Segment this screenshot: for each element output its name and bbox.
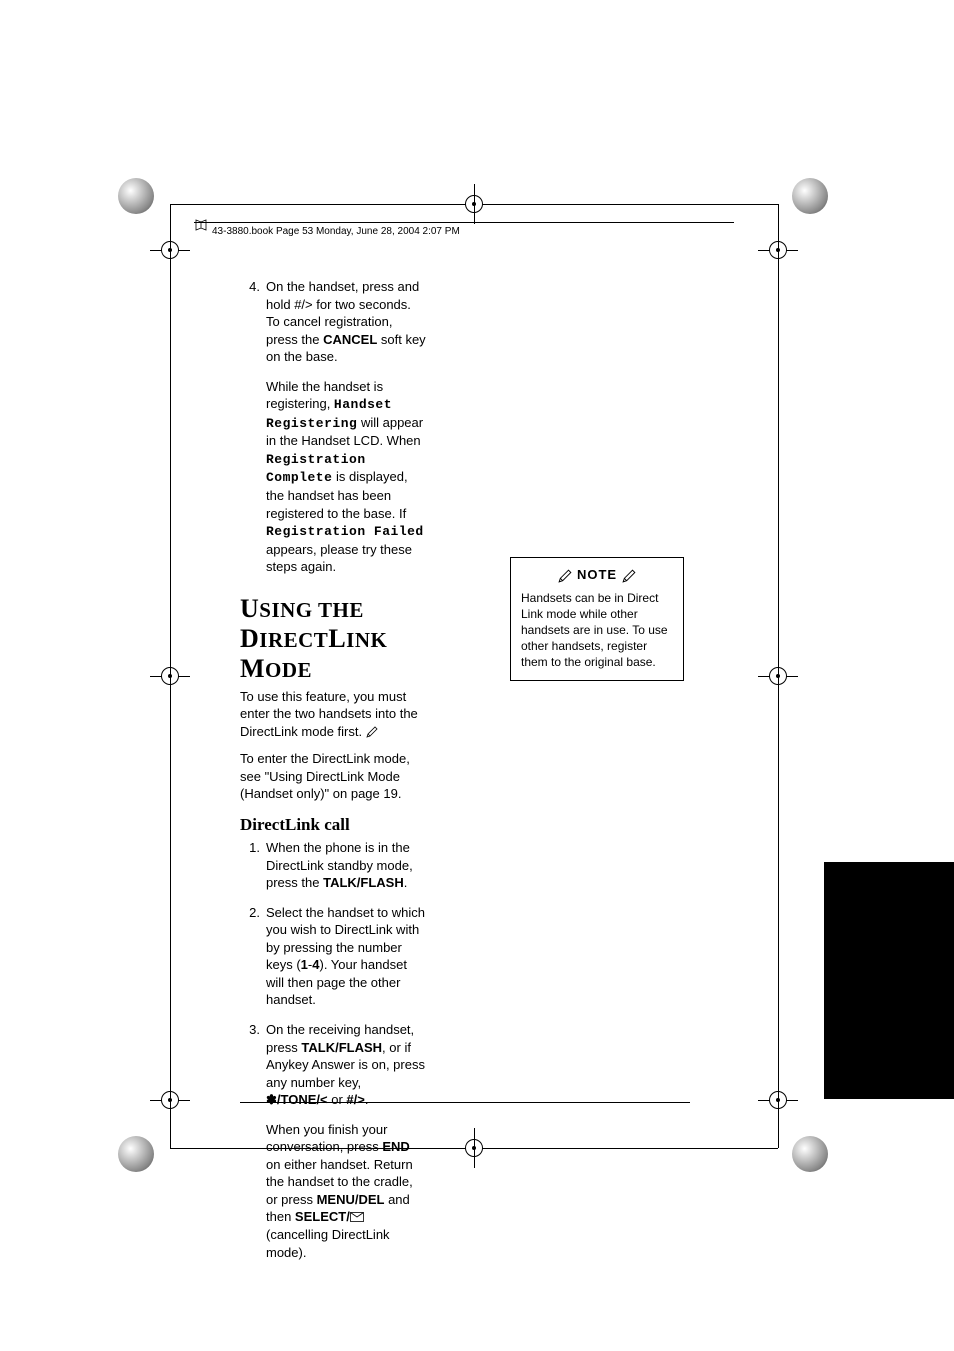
hash-key: #/> xyxy=(346,1092,364,1107)
crosshair-bot-right xyxy=(758,1080,798,1120)
envelope-icon xyxy=(350,1212,364,1222)
step-num: 2. xyxy=(240,904,260,1009)
text: INK xyxy=(346,628,387,652)
main-content: 4. On the handset, press and hold #/> fo… xyxy=(240,278,680,1273)
crosshair-top-center xyxy=(454,184,494,224)
text: IRECT xyxy=(259,628,328,652)
step-4: 4. On the handset, press and hold #/> fo… xyxy=(240,278,426,576)
text: ODE xyxy=(265,658,312,682)
select-key: SELECT/ xyxy=(295,1209,350,1224)
sphere-bot-right xyxy=(792,1136,828,1172)
cancel-key: CANCEL xyxy=(323,332,377,347)
step3-para1: On the receiving handset, press TALK/FLA… xyxy=(266,1021,426,1109)
star-key: ✽ xyxy=(266,1092,277,1107)
intro-para-1: To use this feature, you must enter the … xyxy=(240,688,426,741)
header-rule xyxy=(194,222,734,223)
step4-para2: While the handset is registering, Handse… xyxy=(266,378,426,576)
step-body: When the phone is in the DirectLink stan… xyxy=(266,839,426,892)
sphere-top-right xyxy=(792,178,828,214)
step-body: On the receiving handset, press TALK/FLA… xyxy=(266,1021,426,1261)
text: . xyxy=(404,875,408,890)
sphere-bot-left xyxy=(118,1136,154,1172)
crosshair-top-right xyxy=(758,230,798,270)
left-column: 4. On the handset, press and hold #/> fo… xyxy=(240,278,426,1261)
subsection-title: DirectLink call xyxy=(240,815,426,835)
text: (cancelling DirectLink mode). xyxy=(266,1227,390,1260)
sphere-top-left xyxy=(118,178,154,214)
footer-rule xyxy=(240,1102,690,1103)
dl-step-1: 1. When the phone is in the DirectLink s… xyxy=(240,839,426,892)
cap: M xyxy=(240,654,265,683)
intro-para-2: To enter the DirectLink mode, see "Using… xyxy=(240,750,426,803)
book-icon xyxy=(194,218,208,232)
lcd-text: Registration Failed xyxy=(266,524,424,539)
dl-step-3: 3. On the receiving handset, press TALK/… xyxy=(240,1021,426,1261)
step4-para1: On the handset, press and hold #/> for t… xyxy=(266,278,426,366)
cap: D xyxy=(240,624,259,653)
text: THE xyxy=(318,598,364,622)
text: SING xyxy=(259,598,312,622)
text: When you finish your conversation, press xyxy=(266,1122,387,1155)
crosshair-mid-right xyxy=(758,656,798,696)
step-num: 4. xyxy=(240,278,260,576)
crosshair-bot-left xyxy=(150,1080,190,1120)
step3-para2: When you finish your conversation, press… xyxy=(266,1121,426,1261)
cap: L xyxy=(328,624,346,653)
step-num: 3. xyxy=(240,1021,260,1261)
note-header: NOTE xyxy=(521,566,673,584)
step-num: 1. xyxy=(240,839,260,892)
section-title: USING THE DIRECTLINK MODE xyxy=(240,594,426,684)
tone-key: /TONE/< xyxy=(277,1092,328,1107)
menu-del-key: MENU/DEL xyxy=(317,1192,385,1207)
crosshair-mid-left xyxy=(150,656,190,696)
thumb-tab xyxy=(824,862,954,1099)
dl-step-2: 2. Select the handset to which you wish … xyxy=(240,904,426,1009)
end-key: END xyxy=(382,1139,409,1154)
step-body: On the handset, press and hold #/> for t… xyxy=(266,278,426,576)
note-box: NOTE Handsets can be in Direct Link mode… xyxy=(510,557,684,681)
text: or xyxy=(328,1092,347,1107)
pencil-icon xyxy=(366,726,378,738)
cap: U xyxy=(240,594,259,623)
text: To use this feature, you must enter the … xyxy=(240,689,418,739)
text: appears, please try these steps again. xyxy=(266,542,412,575)
note-label: NOTE xyxy=(577,567,617,582)
crosshair-top-left xyxy=(150,230,190,270)
key-1: 1 xyxy=(301,957,308,972)
step-body: Select the handset to which you wish to … xyxy=(266,904,426,1009)
pencil-icon xyxy=(622,569,636,583)
pencil-icon xyxy=(558,569,572,583)
talk-flash-key: TALK/FLASH xyxy=(323,875,404,890)
note-body: Handsets can be in Direct Link mode whil… xyxy=(521,590,673,671)
text: . xyxy=(365,1092,369,1107)
header-text: 43-3880.book Page 53 Monday, June 28, 20… xyxy=(212,226,460,237)
talk-flash-key: TALK/FLASH xyxy=(301,1040,382,1055)
